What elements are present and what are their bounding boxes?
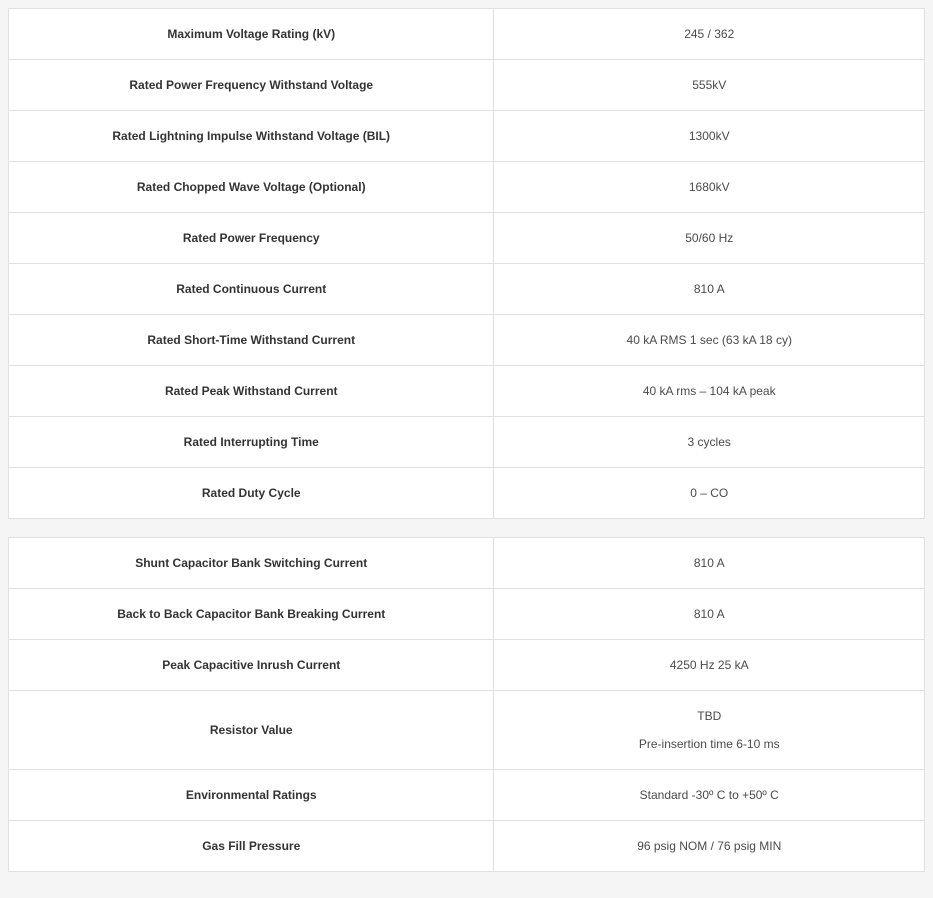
table-row: Rated Short-Time Withstand Current40 kA … xyxy=(9,315,925,366)
spec-table-1: Shunt Capacitor Bank Switching Current81… xyxy=(8,537,925,872)
spec-value: 50/60 Hz xyxy=(494,213,925,264)
spec-value: 40 kA rms – 104 kA peak xyxy=(494,366,925,417)
spec-table-0: Maximum Voltage Rating (kV)245 / 362Rate… xyxy=(8,8,925,519)
spec-label: Shunt Capacitor Bank Switching Current xyxy=(9,538,494,589)
spec-label: Rated Duty Cycle xyxy=(9,468,494,519)
spec-label: Rated Chopped Wave Voltage (Optional) xyxy=(9,162,494,213)
spec-value-line: TBD xyxy=(504,709,914,723)
spec-value: 1300kV xyxy=(494,111,925,162)
spec-value: 810 A xyxy=(494,589,925,640)
spec-value-line: Pre-insertion time 6-10 ms xyxy=(504,737,914,751)
spec-value: Standard -30º C to +50º C xyxy=(494,770,925,821)
spec-label: Gas Fill Pressure xyxy=(9,821,494,872)
table-row: Rated Chopped Wave Voltage (Optional)168… xyxy=(9,162,925,213)
table-row: Shunt Capacitor Bank Switching Current81… xyxy=(9,538,925,589)
table-row: Rated Lightning Impulse Withstand Voltag… xyxy=(9,111,925,162)
spec-label: Rated Power Frequency xyxy=(9,213,494,264)
table-row: Gas Fill Pressure96 psig NOM / 76 psig M… xyxy=(9,821,925,872)
table-row: Rated Interrupting Time3 cycles xyxy=(9,417,925,468)
table-row: Environmental RatingsStandard -30º C to … xyxy=(9,770,925,821)
table-row: Rated Power Frequency50/60 Hz xyxy=(9,213,925,264)
spec-label: Rated Short-Time Withstand Current xyxy=(9,315,494,366)
spec-value: 555kV xyxy=(494,60,925,111)
spec-value: 1680kV xyxy=(494,162,925,213)
spec-label: Peak Capacitive Inrush Current xyxy=(9,640,494,691)
table-row: Rated Power Frequency Withstand Voltage5… xyxy=(9,60,925,111)
spec-label: Rated Power Frequency Withstand Voltage xyxy=(9,60,494,111)
table-row: Peak Capacitive Inrush Current4250 Hz 25… xyxy=(9,640,925,691)
spec-value: TBD Pre-insertion time 6-10 ms xyxy=(494,691,925,770)
spec-value: 245 / 362 xyxy=(494,9,925,60)
spec-value: 810 A xyxy=(494,264,925,315)
table-row: Resistor Value TBD Pre-insertion time 6-10… xyxy=(9,691,925,770)
table-row: Rated Duty Cycle0 – CO xyxy=(9,468,925,519)
spec-label: Resistor Value xyxy=(9,691,494,770)
spec-label: Rated Peak Withstand Current xyxy=(9,366,494,417)
table-row: Rated Continuous Current810 A xyxy=(9,264,925,315)
spec-label: Back to Back Capacitor Bank Breaking Cur… xyxy=(9,589,494,640)
spec-value: 40 kA RMS 1 sec (63 kA 18 cy) xyxy=(494,315,925,366)
spec-label: Environmental Ratings xyxy=(9,770,494,821)
spec-value: 96 psig NOM / 76 psig MIN xyxy=(494,821,925,872)
table-row: Back to Back Capacitor Bank Breaking Cur… xyxy=(9,589,925,640)
spec-value: 810 A xyxy=(494,538,925,589)
spec-value: 0 – CO xyxy=(494,468,925,519)
spec-label: Rated Continuous Current xyxy=(9,264,494,315)
spec-value: 3 cycles xyxy=(494,417,925,468)
spec-label: Rated Interrupting Time xyxy=(9,417,494,468)
spec-value: 4250 Hz 25 kA xyxy=(494,640,925,691)
table-row: Rated Peak Withstand Current40 kA rms – … xyxy=(9,366,925,417)
spec-label: Rated Lightning Impulse Withstand Voltag… xyxy=(9,111,494,162)
spec-label: Maximum Voltage Rating (kV) xyxy=(9,9,494,60)
table-row: Maximum Voltage Rating (kV)245 / 362 xyxy=(9,9,925,60)
